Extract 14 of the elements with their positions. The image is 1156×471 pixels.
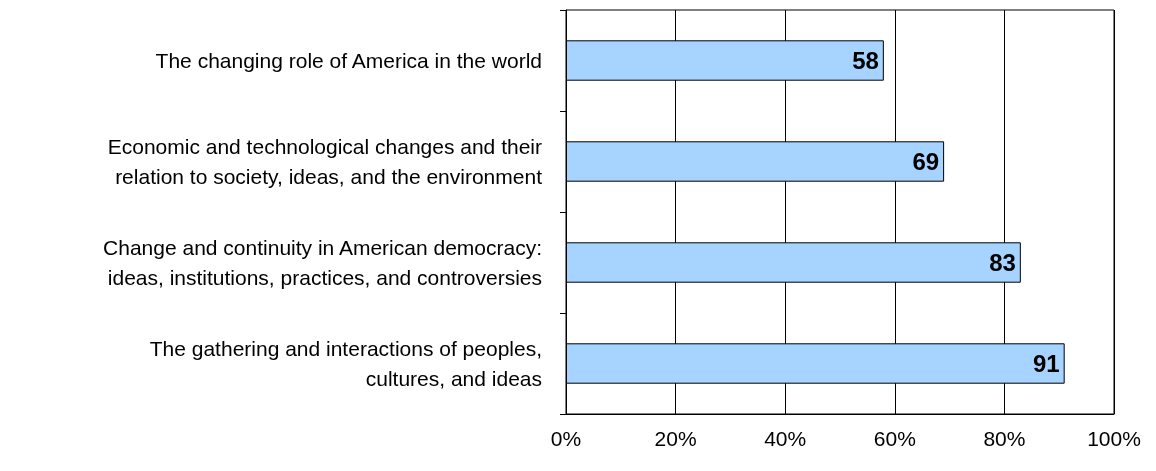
x-tick-label: 80% — [983, 427, 1026, 450]
x-tick-label: 20% — [654, 427, 697, 450]
y-tick-label: Economic and technological changes and their relation to society, ideas, and the environment — [107, 135, 543, 188]
y-tick-label: The gathering and interactions of peoples, cultures, and ideas — [149, 337, 542, 390]
y-tick-label: The changing role of America in the world — [155, 49, 542, 72]
data-label: 58 — [852, 47, 879, 74]
y-tick-label: Change and continuity in American democracy: ideas, institutions, practices, and controversies — [103, 236, 542, 289]
data-label: 83 — [989, 249, 1016, 276]
x-tick-label: 100% — [1087, 427, 1141, 450]
x-tick-label: 60% — [873, 427, 916, 450]
data-label: 69 — [912, 148, 940, 175]
x-tick-label: 40% — [764, 427, 807, 450]
x-tick-label: 0% — [550, 427, 582, 450]
data-label: 91 — [1032, 350, 1060, 377]
